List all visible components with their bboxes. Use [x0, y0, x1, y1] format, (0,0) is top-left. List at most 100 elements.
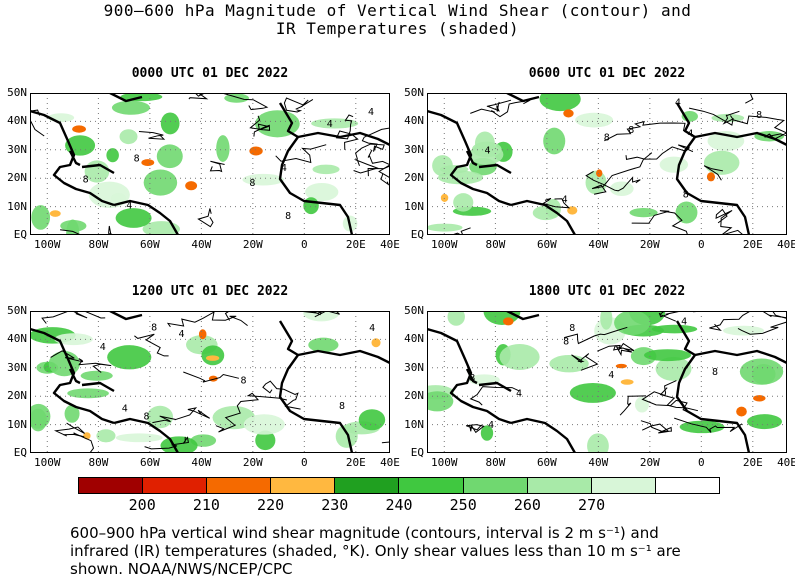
coastline — [30, 327, 115, 425]
shear-contour — [470, 99, 531, 118]
coastline — [113, 199, 180, 235]
ir-shade — [659, 156, 689, 173]
contour-label: 8 — [339, 401, 345, 412]
shear-contour — [563, 326, 628, 345]
contour-label: 8 — [134, 153, 140, 164]
longitude-label: 40W — [191, 456, 212, 469]
longitude-label: 80W — [485, 456, 506, 469]
ir-shade-cold — [249, 146, 263, 156]
coastline — [510, 199, 577, 235]
caption-line-3: shown. NOAA/NWS/NCEP/CPC — [70, 560, 293, 578]
coastline — [427, 327, 512, 425]
longitude-label: 20W — [639, 456, 660, 469]
contour-label: 4 — [562, 195, 568, 206]
coastline — [109, 311, 143, 321]
shear-contour — [709, 311, 787, 332]
longitude-label: 20W — [242, 456, 263, 469]
longitude-label: 40E — [777, 456, 795, 469]
coastline — [506, 311, 540, 321]
colorbar-segment — [79, 478, 144, 493]
longitude-label: 20W — [242, 238, 263, 251]
coastline — [278, 320, 299, 357]
contour-label: 8 — [604, 132, 610, 143]
shear-contour — [30, 109, 45, 137]
shear-contour — [197, 208, 214, 228]
shear-contour — [138, 131, 166, 140]
ir-shade — [80, 370, 113, 381]
longitude-label: 20E — [742, 456, 763, 469]
ir-shade-cold — [753, 395, 766, 402]
shear-contour — [53, 422, 85, 437]
caption: 600–900 hPa vertical wind shear magnitud… — [70, 524, 790, 578]
shear-contour — [166, 311, 248, 328]
ir-shade-cold — [620, 379, 634, 385]
shear-contour — [188, 93, 269, 111]
caption-line-2: infrared (IR) temperatures (shaded, °K).… — [70, 542, 681, 560]
ir-shade — [739, 358, 784, 385]
ir-shade — [629, 208, 658, 218]
longitude-label: 60W — [139, 238, 160, 251]
map-panel: 4 8 4 8 4 8 4 8 — [30, 93, 390, 235]
shear-contour — [134, 333, 169, 357]
contour-label: 8 — [469, 373, 475, 384]
coastline — [694, 131, 787, 147]
ir-shade — [67, 388, 109, 399]
ir-shade — [142, 221, 180, 235]
latitude-label: 20N — [7, 389, 27, 403]
shear-contour — [486, 99, 512, 112]
map-svg: 4 8 4 8 4 8 4 8 — [427, 311, 787, 453]
shear-contour — [597, 342, 635, 357]
ir-shade — [634, 396, 649, 413]
longitude-label: 40E — [380, 238, 400, 251]
colorbar-segment — [143, 478, 208, 493]
latitude-label: 10N — [7, 199, 27, 213]
colorbar-tick-label: 270 — [578, 496, 606, 514]
ir-shade — [575, 112, 614, 128]
latitude-label: 30N — [404, 360, 424, 374]
ir-shade — [675, 201, 698, 224]
ir-shade — [437, 170, 484, 185]
ir-shade — [48, 351, 80, 377]
contour-label: 4 — [488, 420, 494, 431]
longitude-label: 20W — [639, 238, 660, 251]
coastline — [68, 368, 115, 393]
contour-label: 4 — [485, 145, 491, 156]
longitude-label: 0 — [301, 456, 308, 469]
shear-contour — [674, 417, 743, 433]
ir-shade — [160, 112, 180, 135]
ir-shade — [358, 409, 386, 431]
ir-shade — [305, 182, 339, 202]
latitude-label: 20N — [404, 171, 424, 185]
contour-label: 8 — [249, 178, 255, 189]
longitude-label: 40E — [777, 238, 795, 251]
longitude-label: 80W — [88, 456, 109, 469]
coastline — [278, 102, 299, 139]
ir-shade-cold — [563, 109, 574, 118]
panel-title: 0000 UTC 01 DEC 2022 — [131, 66, 289, 81]
ir-shade — [64, 404, 80, 423]
shear-contour — [465, 424, 485, 434]
contour-label: 4 — [122, 403, 128, 414]
ir-shade — [311, 118, 359, 129]
colorbar-tick-label: 260 — [513, 496, 541, 514]
shear-contour — [745, 93, 764, 104]
ir-shade-cold — [706, 172, 716, 182]
latitude-label: EQ — [13, 228, 27, 241]
shear-contour — [631, 210, 689, 235]
shear-contour — [152, 407, 210, 424]
shear-contour — [604, 120, 686, 142]
ir-shade — [585, 170, 607, 195]
coastline — [297, 131, 390, 147]
latitude-label: 30N — [404, 142, 424, 156]
latitude-label: 10N — [7, 417, 27, 431]
contour-label: 4 — [100, 342, 106, 353]
ir-shade-cold — [198, 329, 207, 340]
ir-shade-cold — [141, 159, 155, 167]
ir-shade — [111, 193, 127, 204]
coastline — [506, 93, 540, 103]
coastline — [675, 102, 696, 139]
colorbar — [78, 477, 720, 494]
shear-contour — [249, 115, 271, 137]
shear-contour — [541, 197, 571, 209]
colorbar-segment — [527, 478, 592, 493]
